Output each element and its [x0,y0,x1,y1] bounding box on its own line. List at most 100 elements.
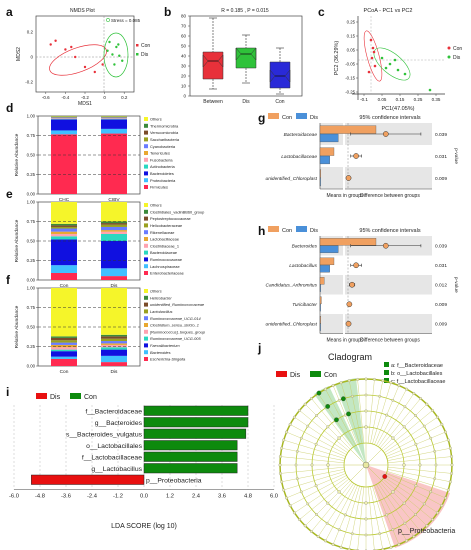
panel-a-xtick-label: -0.2 [81,95,89,100]
panel-i-bar-con [143,417,249,428]
panel-f-legend-swatch [144,329,148,334]
panel-h-legend-con-swatch [268,226,279,232]
panel-b-xtick-label: Dis [242,99,250,105]
panel-j-leaf-node [419,530,423,533]
panel-e-stacked: e 0.00 0.25 0.50 0.75 1.00 Relative Abundance C… [6,187,204,289]
panel-e-legend-swatch [144,209,148,214]
panel-c-point-dis [384,66,388,70]
panel-g-pvalue: 0.039 [435,132,447,138]
panel-f-legend-swatch [144,323,148,327]
panel-d-bar-segment [101,117,127,119]
panel-j-leaf-node [324,387,327,391]
panel-a-legend: Con Dis [136,43,150,58]
panel-j-branch [385,475,442,506]
panel-j-cladogram: j Cladogram Dis Con a: f__Bacteroidaceae… [257,341,455,550]
panel-b-boxplot: b R = 0.185 , P = 0.015 0 10 20 30 40 50 60 70 8… [164,5,303,105]
panel-j-leaf-node [440,423,444,426]
panel-d-ytick-label: 1.00 [27,114,36,119]
panel-a-xticks: -0.6 -0.4 -0.2 0 0.2 [42,92,128,100]
panel-i-bar-con [143,463,238,474]
panel-a-ytick-label: 0.2 [27,30,34,35]
panel-a-point-dis [118,54,121,57]
panel-c-ytick-label: 0.05 [347,48,356,53]
panel-j-branch [367,379,375,444]
panel-j-node [429,490,433,494]
panel-a-point-dis [108,40,111,44]
panel-g-row-bg [345,167,432,189]
panel-i-bars: f__Bacteroidaceae g__Bacteroides s__Bacter… [31,405,249,485]
panel-e-bar-segment [101,202,127,222]
panel-d-bar-segment [51,117,77,119]
panel-h-bar-con [319,238,377,246]
panel-j-leaf-node [316,535,320,538]
panel-j-leaf-node [436,415,439,419]
panel-j-branch [378,393,414,447]
panel-j-node [414,442,418,446]
panel-f-ylabel: Relative Abundance [14,305,20,348]
panel-h-row-bg [320,275,343,295]
panel-a-legend-con: Con [141,43,150,49]
panel-i-xlabel: LDA SCORE (log 10) [111,523,177,530]
panel-e-ytick-label: 0.25 [27,258,36,263]
panel-f-bar-segment [101,349,127,356]
panel-d-legend-swatch [144,144,148,149]
panel-c-legend: Con Dis [447,46,462,61]
panel-j-leaf-node [440,504,444,507]
panel-j-node [422,502,426,506]
panel-c-point-dis [380,56,384,60]
panel-i-xtick-label: 4.8 [244,494,252,500]
panel-f-bar-segment [51,340,77,343]
panel-c-ytick-label: -0.15 [345,76,355,81]
panel-j-node [391,398,395,402]
panel-i-legend-dis-swatch [36,393,47,399]
panel-j-branch [379,398,421,449]
panel-h-pvalue-label: p-value [453,277,459,293]
panel-d-legend-swatch [144,171,148,176]
panel-j-branch [370,380,383,444]
panel-h-diff-point [353,262,359,269]
panel-j-node [299,436,303,440]
panel-j-node [314,484,318,488]
panel-j-label: j [257,341,261,355]
panel-e-bar-segment [51,239,77,266]
panel-j-branch [387,466,452,474]
panel-j-leaf-node [339,381,343,385]
panel-j-branch [294,477,348,513]
panel-h-diff-point [345,320,352,327]
panel-e-legend-swatch [144,250,148,255]
panel-f-bar-segment [101,341,127,344]
panel-j-leaf-node [444,496,447,500]
panel-h-bar-con [319,296,322,305]
panel-j-node [295,477,299,481]
panel-f-bar-segment [101,362,127,366]
panel-a-point-con [83,65,87,69]
panel-j-root [362,461,370,469]
panel-c-point-dis [393,58,397,62]
panel-h-ci-title: 95% confidence intervals [359,228,420,234]
panel-f-bar-segment [101,336,127,339]
panel-c-legend-dis-swatch [447,55,451,59]
panel-c-pcoa: c PCoA - PC1 vs PC2 Con Dis [318,5,462,112]
panel-b-ytick-label: 50 [181,44,187,49]
panel-e-legend-swatch [144,237,148,241]
panel-d-bar-segment [101,128,127,134]
panel-b-ytick-label: 80 [181,14,187,19]
panel-h-bar-dis [319,265,330,273]
panel-j-node [299,490,303,494]
panel-i-bar-label: s__Bacteroides_vulgatus [66,431,143,438]
panel-e-bar-segment [51,225,77,227]
panel-j-branch [386,439,449,459]
panel-a-point-dis [121,59,124,62]
panel-e-label: e [6,187,13,201]
panel-j-node [364,517,368,521]
panel-j-branch [318,483,354,537]
panel-b-stat: R = 0.185 , P = 0.015 [221,8,269,14]
panel-a-point-dis [111,53,114,56]
panel-d-legend-swatch [144,117,148,121]
panel-j-leaf-node [412,392,416,395]
panel-j-leaf-node [278,455,282,459]
panel-c-xtick-label: 0.35 [432,97,441,102]
panel-f-ytick-label: 0.75 [27,305,36,310]
panel-f-ytick-label: 0.50 [27,325,36,330]
panel-f-bar-segment [51,337,77,341]
